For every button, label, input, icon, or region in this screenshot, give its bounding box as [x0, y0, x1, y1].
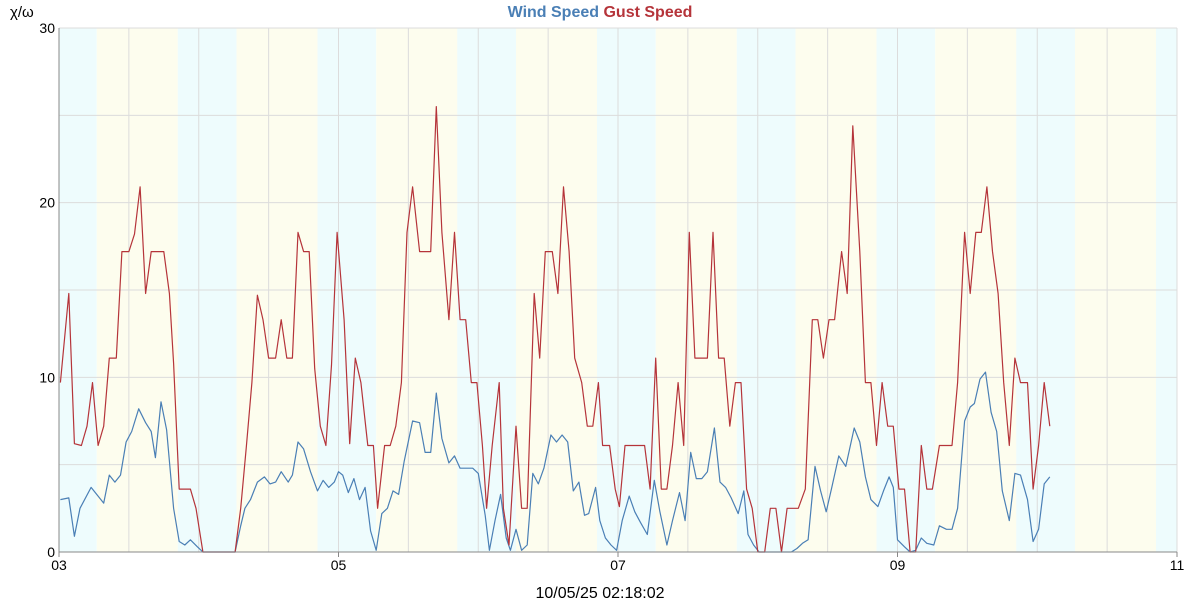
x-tick-label: 11 — [1170, 557, 1185, 573]
y-axis-unit-label: χ/ω — [10, 4, 34, 21]
y-tick-label: 20 — [39, 195, 55, 211]
title-part-2: Gust Speed — [603, 4, 692, 21]
chart-title: Wind Speed Gust Speed — [508, 4, 693, 21]
y-tick-label: 0 — [47, 544, 55, 560]
y-tick-label: 10 — [39, 369, 55, 385]
title-part-0: Wind Speed — [508, 4, 599, 21]
series-line-wind-speed — [60, 371, 1051, 553]
axes: 0 10 20 30 03 05 07 09 11 — [39, 20, 1184, 573]
timestamp-label: 10/05/25 02:18:02 — [535, 585, 664, 600]
x-tick-label: 09 — [890, 557, 906, 573]
x-tick-label: 05 — [331, 557, 347, 573]
x-tick-label: 07 — [610, 557, 626, 573]
series-layer — [59, 106, 1051, 553]
y-tick-label: 30 — [39, 20, 55, 36]
x-tick-label: 03 — [51, 557, 67, 573]
series-line-gust-speed — [59, 106, 1051, 553]
